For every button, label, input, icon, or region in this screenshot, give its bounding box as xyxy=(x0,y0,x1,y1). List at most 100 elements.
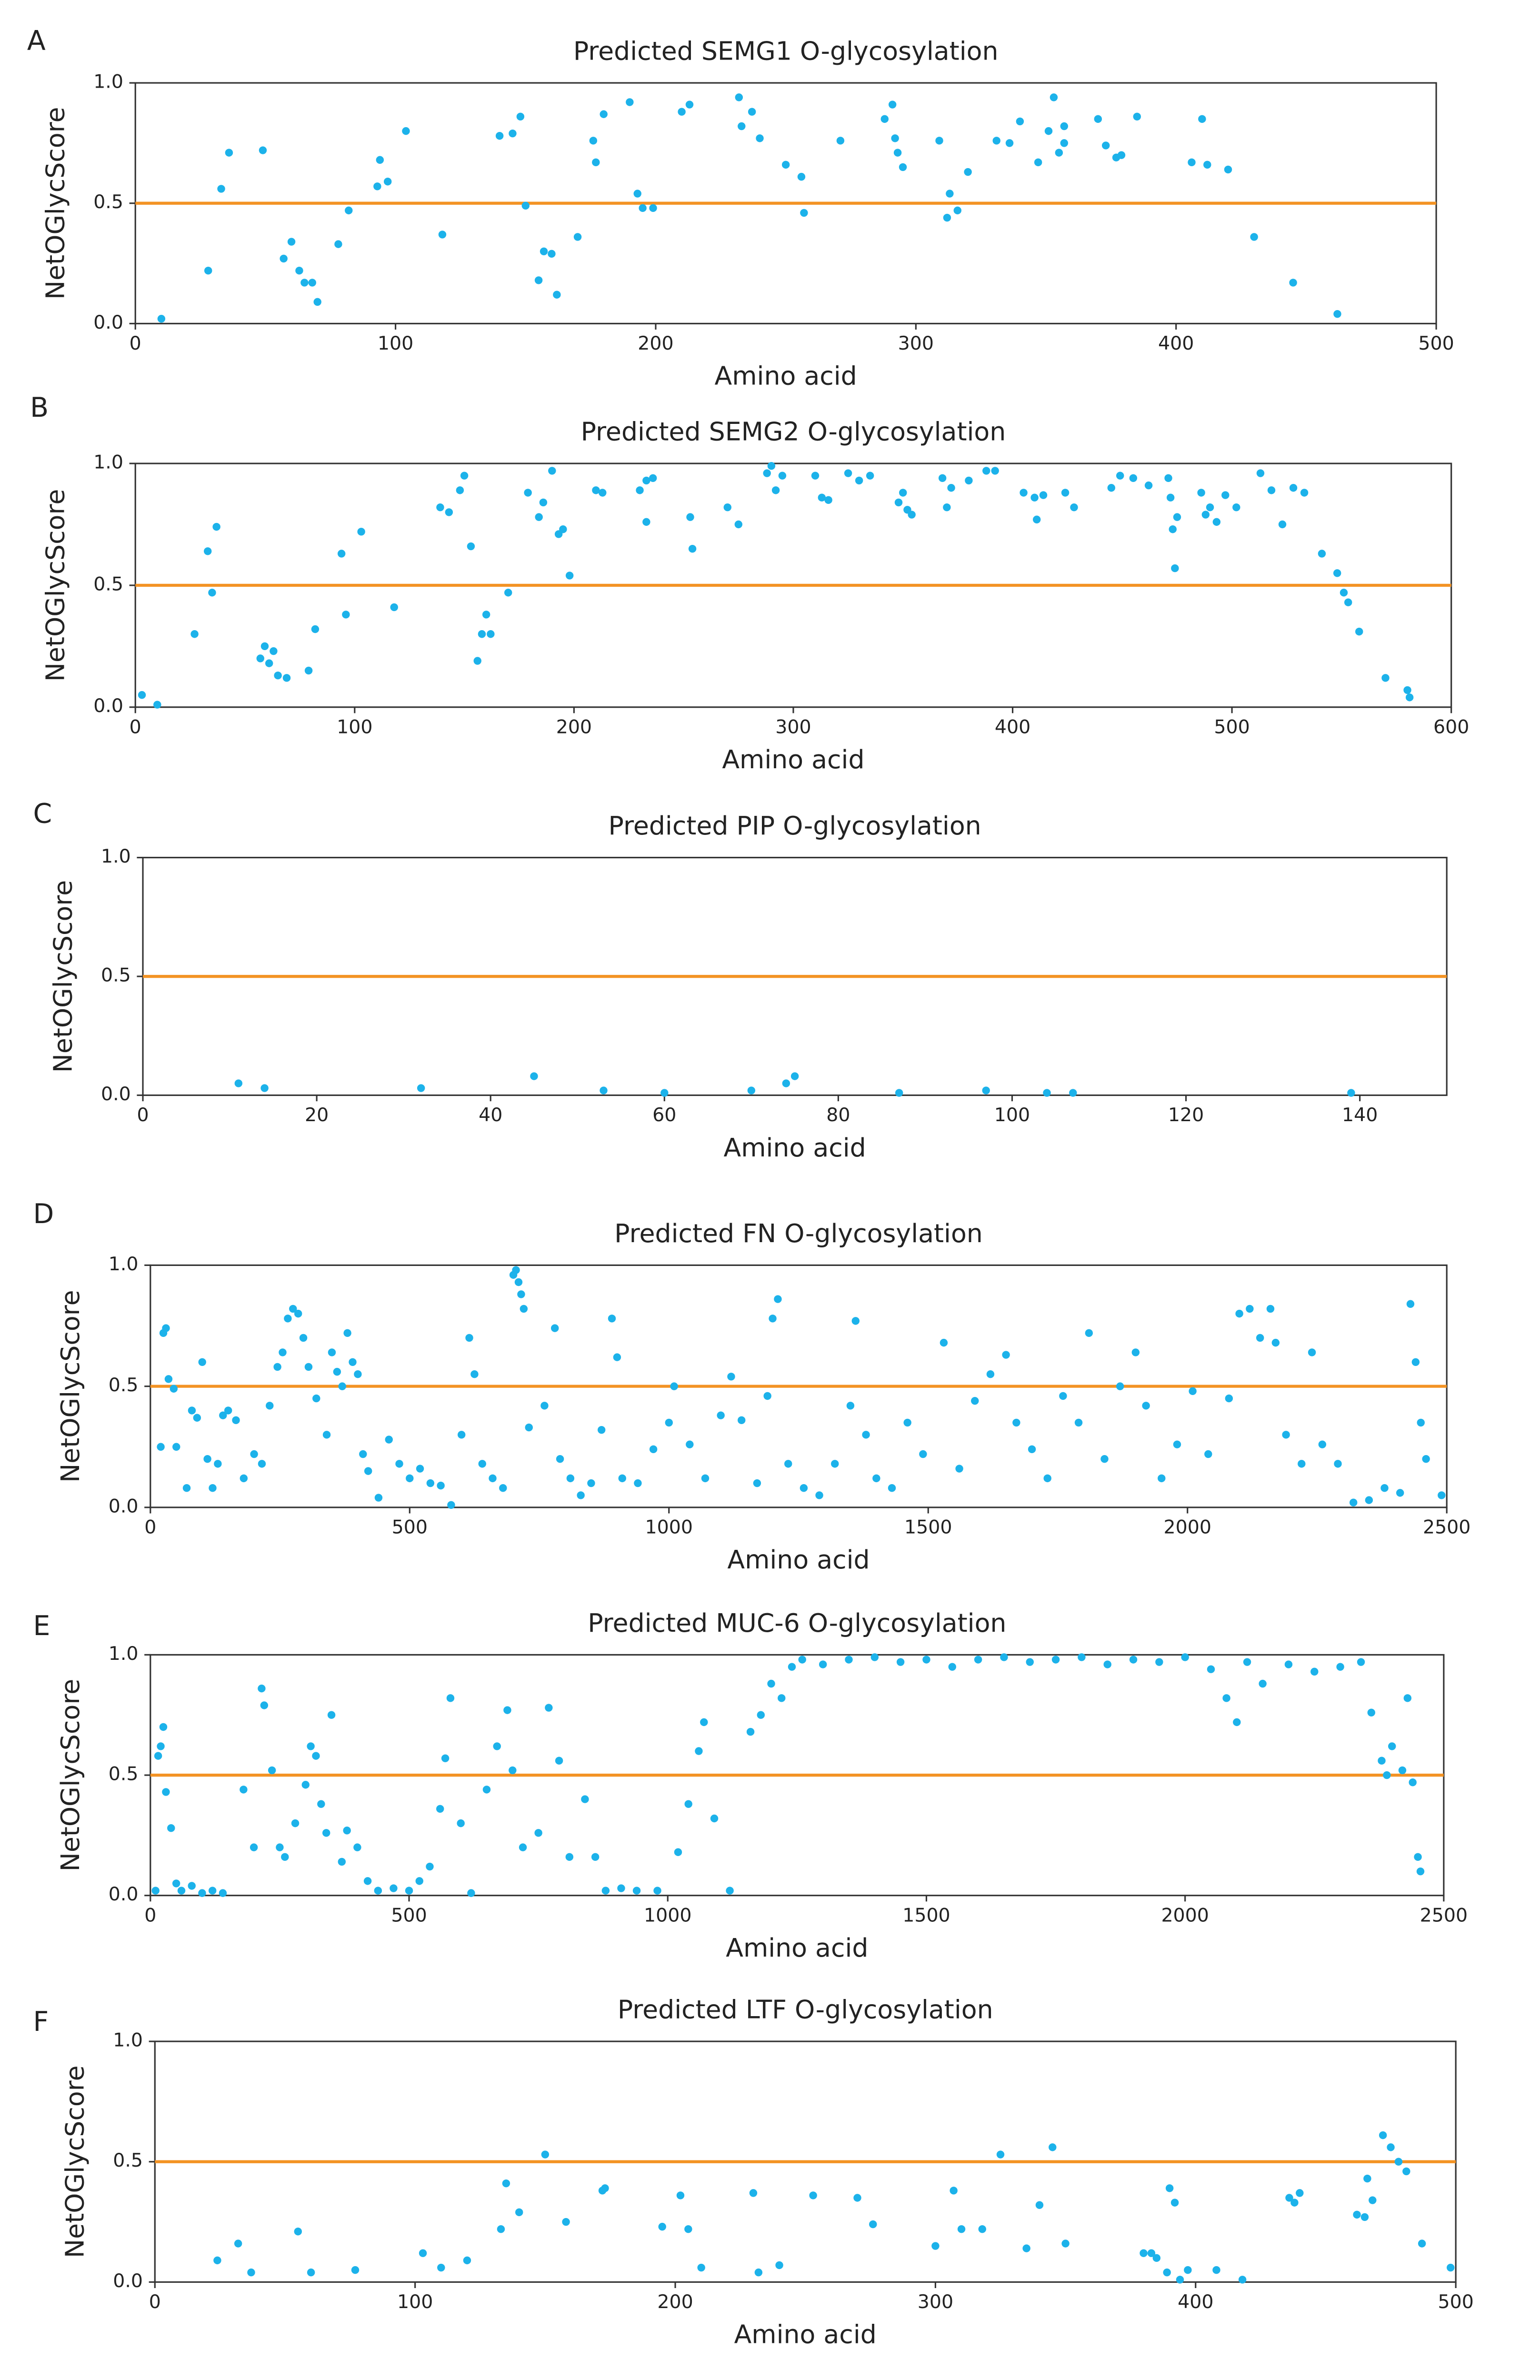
y-tick-label: 0.0 xyxy=(93,311,123,333)
point xyxy=(416,1465,424,1473)
point xyxy=(1203,161,1211,169)
point xyxy=(499,1484,507,1492)
x-tick-label: 2000 xyxy=(1163,1516,1211,1538)
point xyxy=(198,1889,206,1897)
point xyxy=(658,2222,666,2231)
point xyxy=(190,630,199,638)
point xyxy=(953,206,961,215)
point xyxy=(1363,2174,1371,2183)
point xyxy=(1133,112,1141,121)
point xyxy=(974,1656,982,1664)
point xyxy=(695,1747,703,1755)
point xyxy=(1158,1474,1166,1483)
point xyxy=(1416,1867,1425,1876)
point xyxy=(374,1494,383,1502)
point xyxy=(649,204,657,212)
point xyxy=(1296,2189,1304,2197)
point xyxy=(1222,1694,1230,1702)
point xyxy=(1365,1496,1373,1504)
point xyxy=(613,1353,621,1361)
y-axis-label: NetOGlycScore xyxy=(48,880,78,1073)
point xyxy=(550,1324,559,1332)
x-tick-label: 100 xyxy=(337,716,372,738)
point xyxy=(357,528,365,536)
point xyxy=(1028,1445,1036,1454)
point xyxy=(935,137,943,145)
point xyxy=(487,630,495,638)
x-tick-label: 400 xyxy=(1178,2291,1213,2313)
x-tick-label: 100 xyxy=(397,2291,433,2313)
chart-title: Predicted SEMG2 O-glycosylation xyxy=(581,417,1006,447)
point xyxy=(463,2256,471,2265)
point xyxy=(1016,117,1024,126)
point xyxy=(769,1315,777,1323)
point xyxy=(273,1363,281,1371)
point xyxy=(738,122,746,131)
point xyxy=(1381,674,1390,682)
point xyxy=(514,1278,523,1286)
point xyxy=(1383,1771,1391,1779)
point xyxy=(642,518,650,526)
point xyxy=(1232,503,1240,512)
point xyxy=(204,547,212,555)
point xyxy=(1144,481,1153,490)
point xyxy=(519,1843,527,1851)
point xyxy=(991,467,999,475)
point xyxy=(855,476,863,485)
point xyxy=(618,1474,626,1483)
point xyxy=(1207,1665,1215,1673)
point xyxy=(327,1711,336,1719)
point xyxy=(417,1084,425,1092)
point xyxy=(209,1484,217,1492)
panel-label: A xyxy=(27,25,46,56)
point xyxy=(419,2249,427,2257)
x-tick-label: 200 xyxy=(556,716,592,738)
y-axis-label: NetOGlycScore xyxy=(55,1679,85,1872)
x-tick-label: 0 xyxy=(144,1904,156,1926)
point xyxy=(1284,1660,1293,1668)
point xyxy=(170,1385,178,1393)
point xyxy=(295,266,303,275)
point xyxy=(214,1460,222,1468)
x-tick-label: 1000 xyxy=(645,1516,693,1538)
point xyxy=(1396,1489,1404,1497)
point xyxy=(697,2263,705,2272)
point xyxy=(971,1396,979,1405)
point xyxy=(888,100,897,109)
point xyxy=(1117,151,1126,159)
point xyxy=(1405,693,1414,702)
x-tick-label: 2000 xyxy=(1161,1904,1209,1926)
point xyxy=(509,129,517,138)
point xyxy=(1184,2266,1192,2274)
point xyxy=(1129,1656,1138,1664)
point xyxy=(591,1853,600,1861)
point xyxy=(1107,484,1115,492)
point xyxy=(1034,158,1042,167)
point xyxy=(894,498,903,507)
point xyxy=(778,472,787,480)
point xyxy=(342,611,350,619)
point xyxy=(982,467,990,475)
point xyxy=(1360,2213,1369,2221)
point xyxy=(256,654,264,663)
point xyxy=(162,1788,170,1796)
x-tick-label: 500 xyxy=(1418,332,1454,354)
point xyxy=(599,489,607,497)
point xyxy=(899,489,907,497)
point xyxy=(489,1474,497,1483)
point xyxy=(581,1795,589,1803)
point xyxy=(1061,489,1070,497)
point xyxy=(457,1819,465,1828)
point xyxy=(577,1491,585,1499)
x-tick-label: 500 xyxy=(1214,716,1250,738)
point xyxy=(1043,1474,1051,1483)
point xyxy=(436,503,444,512)
point xyxy=(301,1781,310,1789)
point xyxy=(232,1416,240,1425)
point xyxy=(710,1814,719,1823)
x-tick-label: 2500 xyxy=(1420,1904,1468,1926)
point xyxy=(757,1711,765,1719)
point xyxy=(790,1072,799,1080)
point xyxy=(473,657,481,665)
point xyxy=(540,1402,549,1410)
